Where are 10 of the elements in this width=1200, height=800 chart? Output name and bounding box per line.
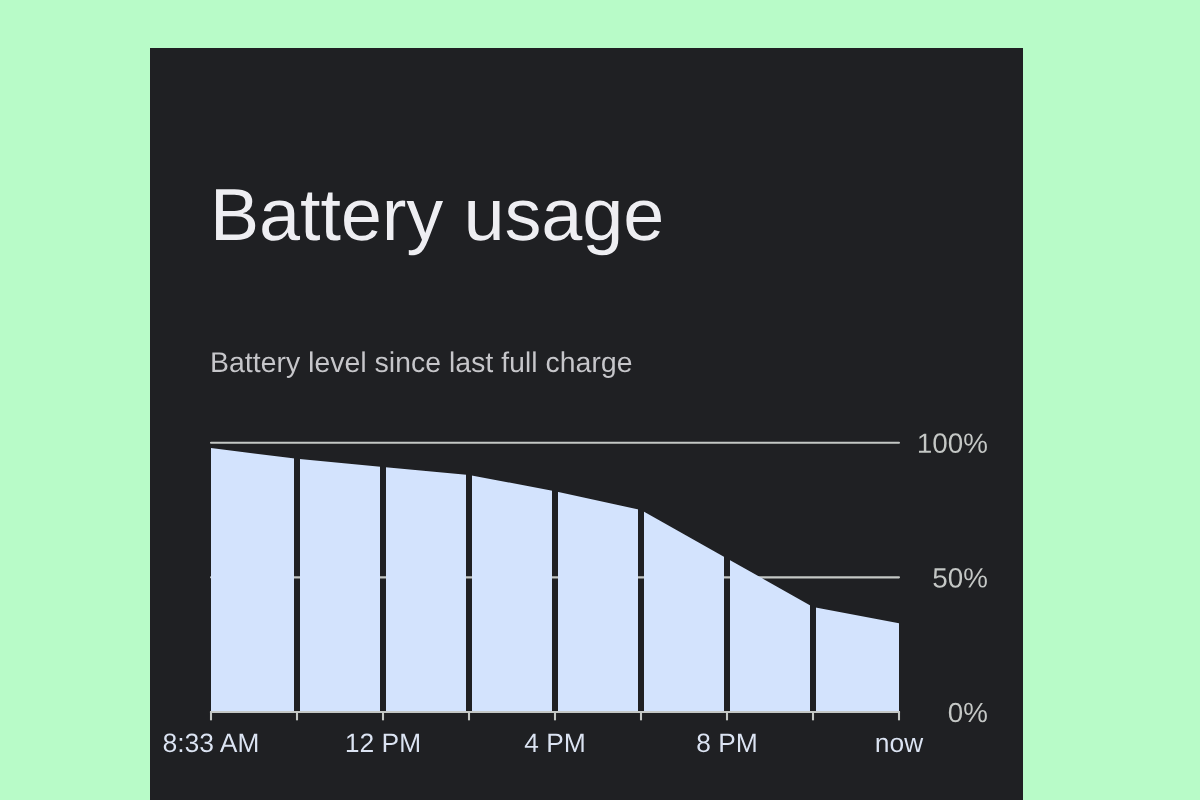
y-tick-label: 50% bbox=[933, 568, 987, 588]
chart-subtitle: Battery level since last full charge bbox=[212, 351, 632, 378]
x-tick-label: 8:33 AM bbox=[163, 733, 258, 753]
chart-title: Battery usage bbox=[216, 189, 661, 256]
x-tick-label: 8 PM bbox=[697, 733, 756, 753]
x-tick-label: 4 PM bbox=[524, 733, 584, 752]
y-tick-label: 0% bbox=[948, 702, 987, 723]
x-tick-label: 12 PM bbox=[346, 733, 419, 752]
x-tick-label: now bbox=[876, 737, 924, 753]
y-tick-label: 100% bbox=[918, 433, 987, 454]
